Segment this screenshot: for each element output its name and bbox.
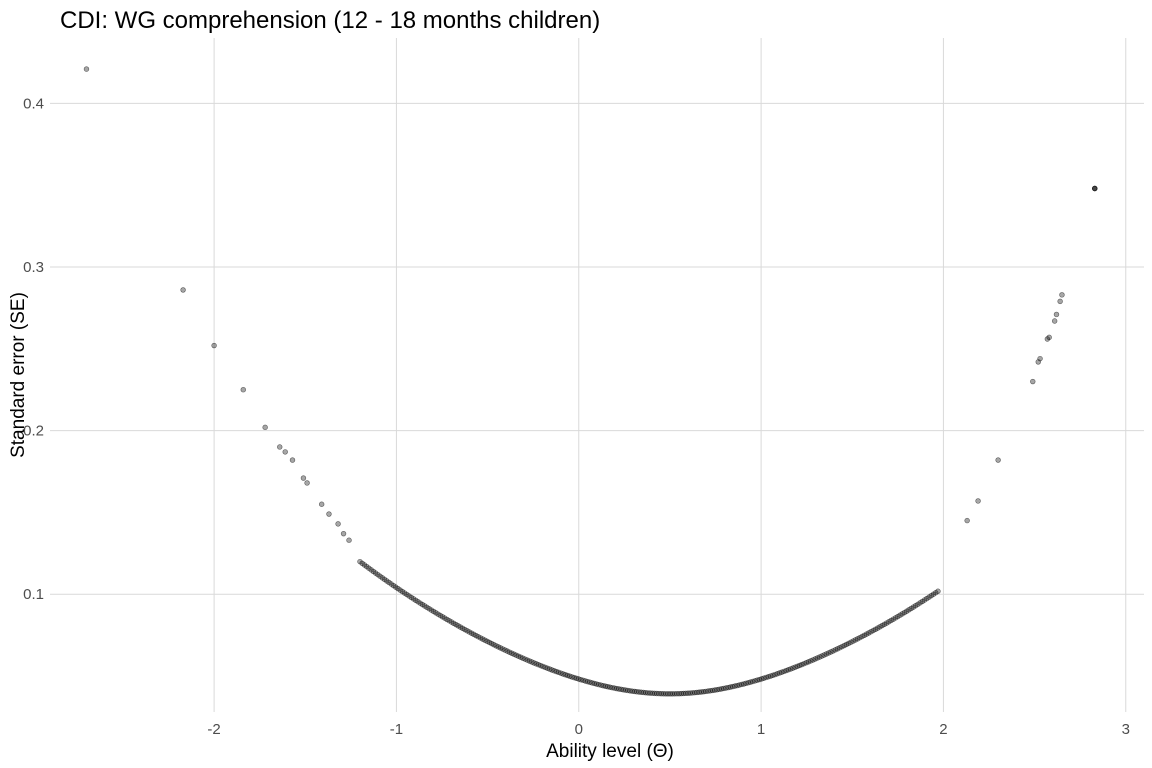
- x-tick-label: -2: [207, 721, 220, 738]
- data-point: [262, 424, 268, 431]
- data-point: [304, 480, 310, 486]
- data-point: [289, 457, 296, 463]
- x-tick-label: 1: [757, 721, 765, 738]
- data-point: [282, 449, 288, 455]
- data-point: [1046, 334, 1052, 341]
- data-point: [935, 588, 941, 594]
- chart-title: CDI: WG comprehension (12 - 18 months ch…: [60, 7, 600, 34]
- data-point: [180, 287, 186, 293]
- data-point: [335, 521, 341, 527]
- x-tick-label: 2: [939, 721, 947, 738]
- x-tick-label: 3: [1122, 721, 1130, 738]
- data-point: [1051, 318, 1058, 324]
- data-point: [975, 498, 981, 504]
- y-tick-label: 0.3: [23, 259, 44, 276]
- grid: [50, 38, 1144, 712]
- data-point: [346, 537, 352, 543]
- x-axis-label: Ability level (Θ): [546, 741, 674, 762]
- data-point: [964, 517, 970, 524]
- data-point: [240, 387, 246, 393]
- data-point: [83, 66, 90, 72]
- y-axis-label: Standard error (SE): [8, 292, 29, 458]
- x-axis-ticks: -2 -1 0 1 2 3: [207, 721, 1130, 738]
- x-tick-label: -1: [390, 721, 403, 738]
- data-point: [1057, 298, 1063, 305]
- data-point: [1030, 378, 1036, 385]
- data-point: [318, 501, 325, 507]
- data-point: [1053, 311, 1060, 318]
- data-point: [277, 444, 283, 450]
- y-tick-label: 0.4: [23, 95, 44, 112]
- data-point: [995, 457, 1001, 463]
- data-point: [340, 530, 347, 537]
- y-axis-ticks: 0.1 0.2 0.3 0.4: [23, 95, 44, 603]
- data-point: [211, 342, 217, 349]
- data-points: [83, 66, 1098, 697]
- y-tick-label: 0.2: [23, 423, 44, 440]
- y-tick-label: 0.1: [23, 586, 44, 603]
- data-point: [326, 511, 332, 517]
- data-point: [1037, 355, 1043, 362]
- data-point: [1059, 292, 1065, 298]
- data-point: [1092, 185, 1098, 192]
- x-tick-label: 0: [575, 721, 583, 738]
- data-point: [300, 475, 307, 481]
